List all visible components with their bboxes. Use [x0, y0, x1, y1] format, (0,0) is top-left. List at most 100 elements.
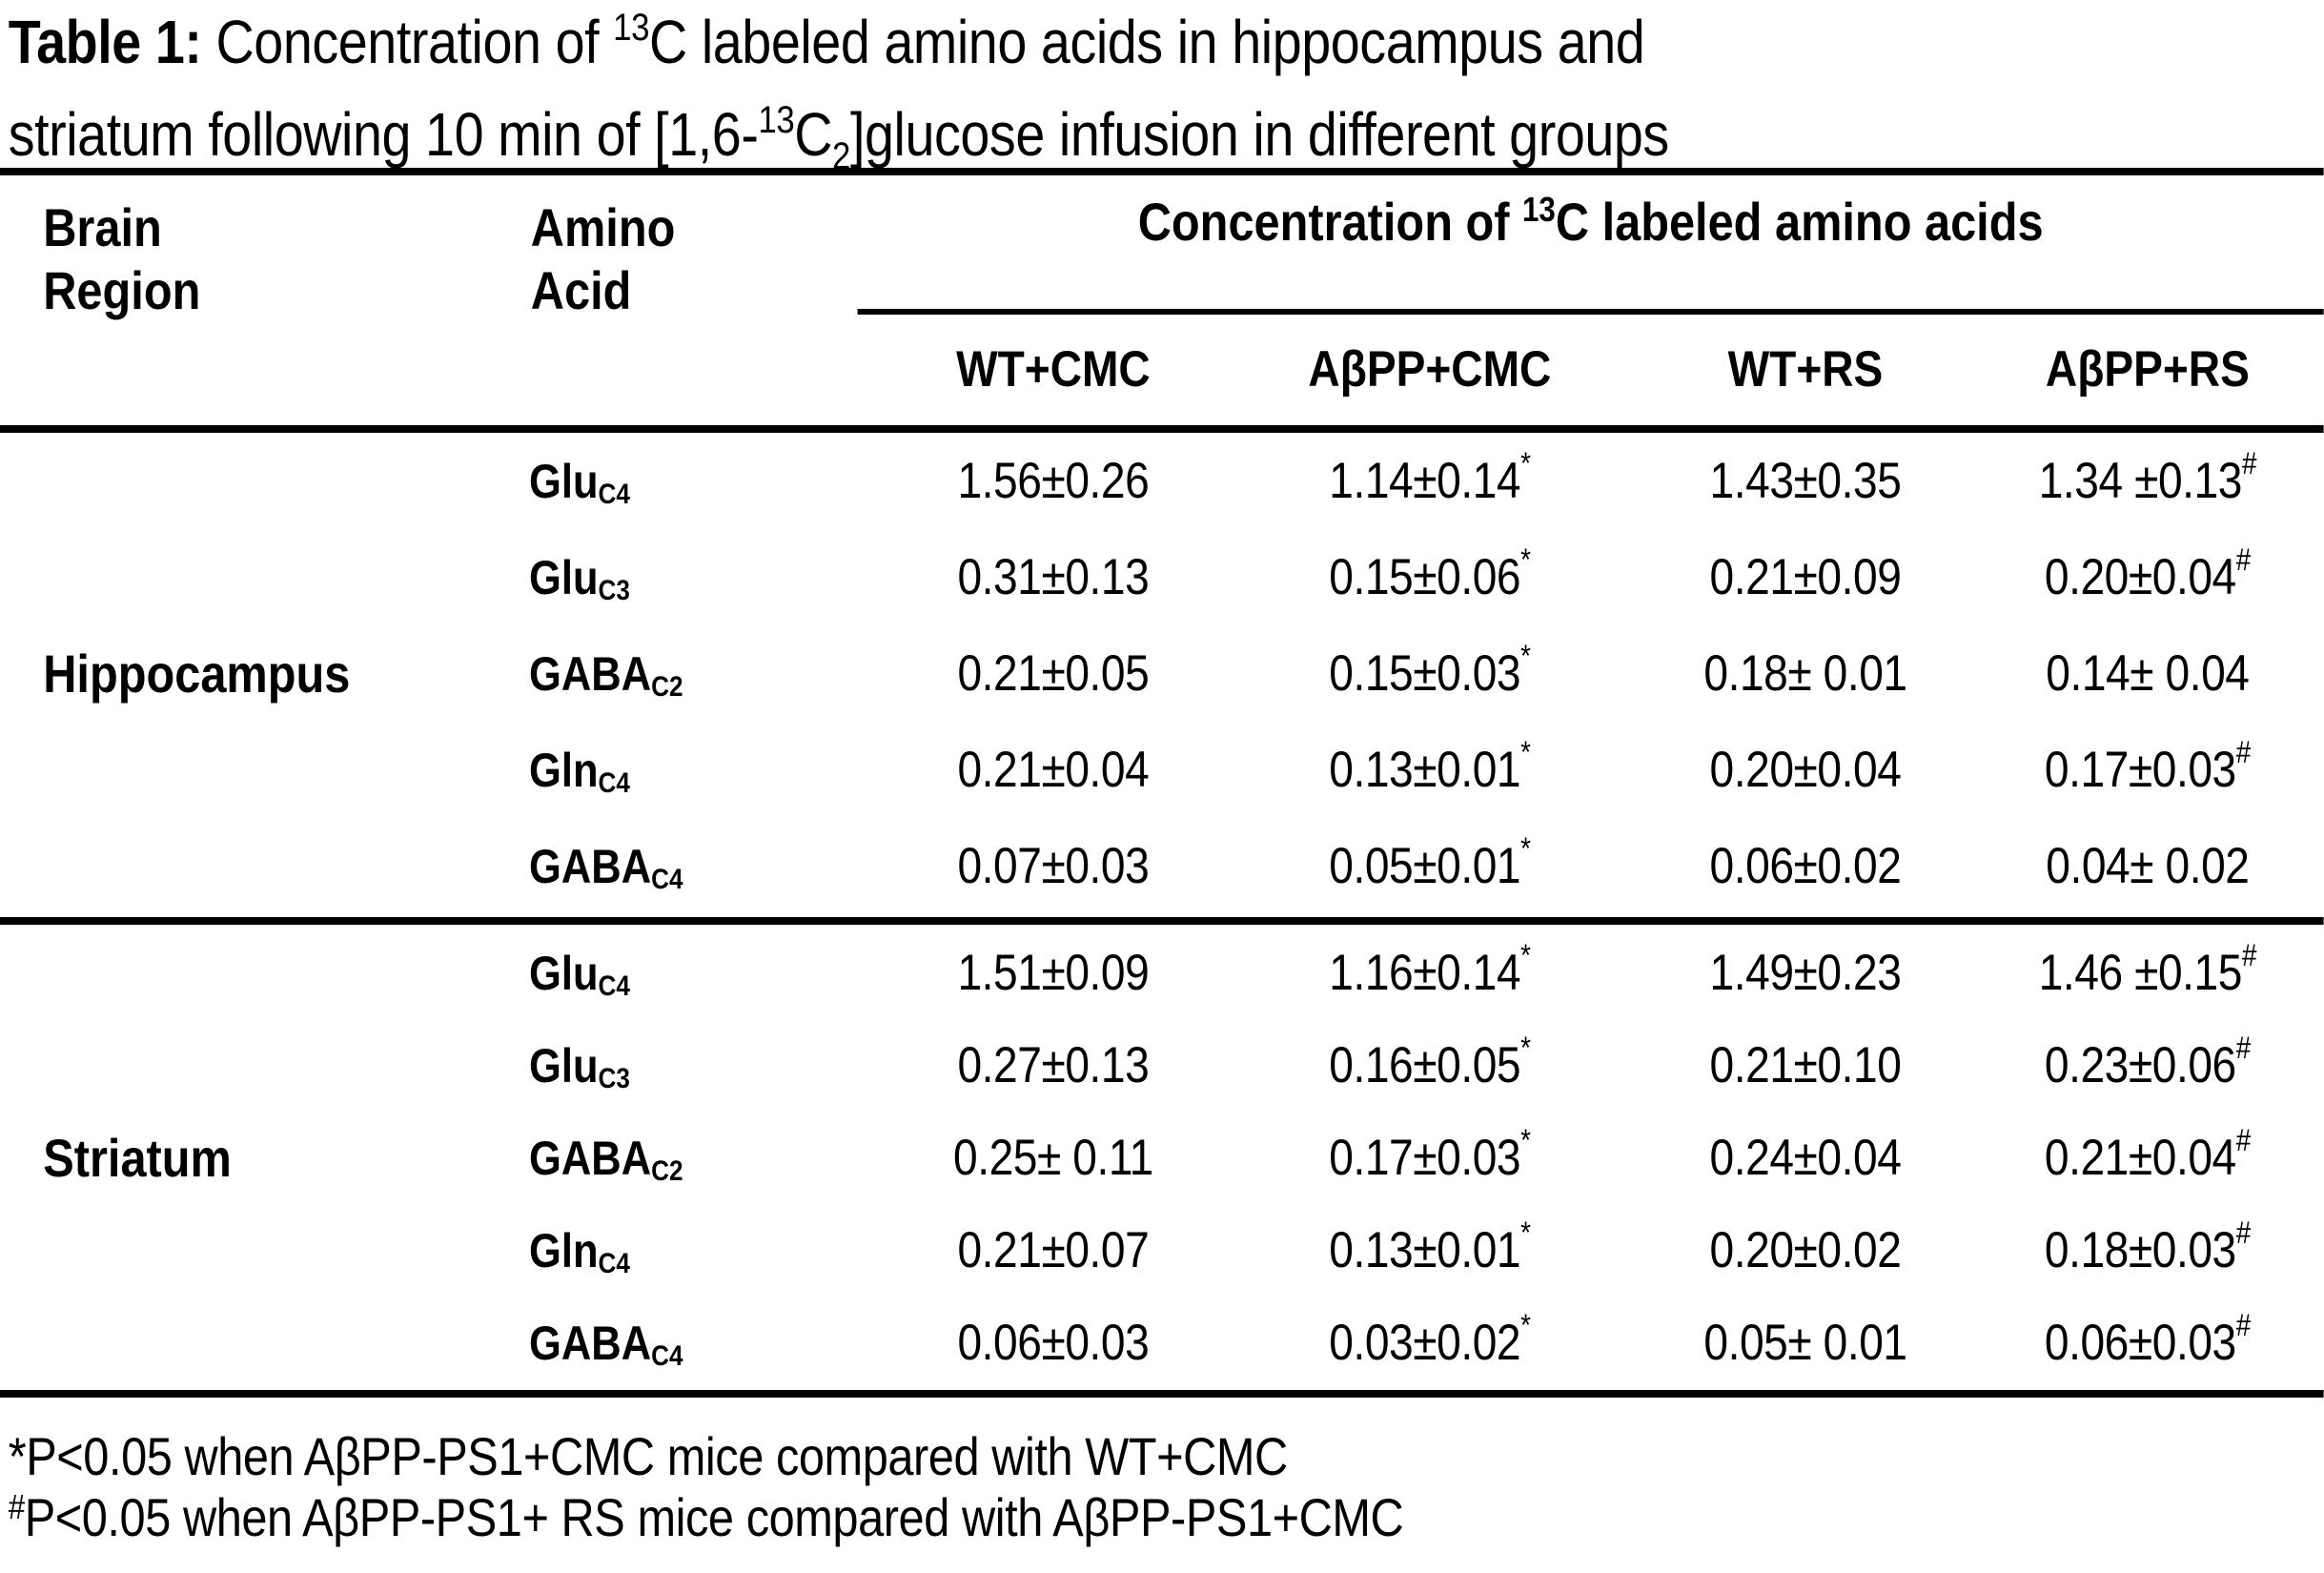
- table-title-text-5: ]glucose infusion in different groups: [849, 100, 1669, 169]
- value-cell: 0.17±0.03 #: [1971, 722, 2324, 818]
- significance-marker: *: [1520, 1216, 1531, 1250]
- value-text: 0.07±0.03: [957, 838, 1150, 894]
- value-cell: 0.04± 0.02: [1971, 818, 2324, 914]
- value-text: 1.49±0.23: [1709, 945, 1902, 1001]
- value-cell: 0.16±0.05 *: [1220, 1019, 1640, 1112]
- value-text: 0.13±0.01: [1329, 742, 1521, 798]
- table-title-text-4: C: [794, 100, 833, 169]
- significance-marker: *: [1520, 735, 1531, 769]
- amino-base: Glu: [529, 946, 599, 1000]
- value-text: 1.46 ±0.15: [2038, 945, 2243, 1001]
- value-text: 0.14± 0.04: [2046, 645, 2250, 702]
- value-text: 0.25± 0.11: [952, 1130, 1153, 1186]
- amino-acid-label: Glu C3: [496, 529, 887, 625]
- amino-subscript: C4: [598, 478, 630, 510]
- value-text: 0.05± 0.01: [1703, 1315, 1907, 1371]
- value-cell: 0.06±0.03 #: [1971, 1297, 2324, 1389]
- value-cell: 1.16±0.14 *: [1220, 927, 1640, 1019]
- significance-marker: #: [2235, 1123, 2251, 1157]
- isotope-superscript: 13: [613, 7, 650, 49]
- value-text: 1.16±0.14: [1329, 945, 1521, 1001]
- header-bottom-rule: [0, 425, 2324, 433]
- amino-base: GABA: [529, 1131, 652, 1185]
- amino-subscript: C2: [651, 670, 683, 703]
- region-label: Hippocampus: [43, 644, 351, 704]
- table-title-text-2: C labeled amino acids in hippocampus and: [649, 8, 1645, 76]
- value-cell: 0.05±0.01 *: [1220, 818, 1640, 914]
- value-text: 1.34 ±0.13: [2038, 453, 2243, 509]
- amino-base: Glu: [529, 1038, 599, 1093]
- value-text: 1.14±0.14: [1329, 453, 1521, 509]
- value-cell: 0.21±0.07: [887, 1204, 1220, 1297]
- amino-subscript: C3: [598, 1062, 630, 1094]
- amino-subscript: C4: [598, 970, 630, 1002]
- value-cell: 0.21±0.10: [1640, 1019, 1971, 1112]
- carbon-subscript: 2: [832, 135, 850, 177]
- value-text: 0.06±0.03: [957, 1315, 1150, 1371]
- value-cell: 0.20±0.04 #: [1971, 529, 2324, 625]
- value-cell: 0.03±0.02 *: [1220, 1297, 1640, 1389]
- value-cell: 0.21±0.05: [887, 625, 1220, 722]
- table-title-text-1: Concentration of: [201, 8, 614, 76]
- column-header-wt-rs: WT+RS: [1727, 340, 1884, 398]
- value-cell: 0.17±0.03 *: [1220, 1112, 1640, 1204]
- amino-subscript: C4: [598, 1247, 630, 1279]
- section-striatum: Striatum Glu C4 1.51±0.09 1.16±0.14 * 1.49…: [0, 927, 2324, 1389]
- value-text: 0.05±0.01: [1329, 838, 1521, 894]
- header-concentration: Concentration of 13C labeled amino acids: [858, 190, 2324, 253]
- header-brain-region: Brain Region: [43, 197, 201, 320]
- amino-subscript: C3: [598, 574, 630, 606]
- value-text: 0.31±0.13: [957, 549, 1150, 605]
- value-cell: 1.51±0.09: [887, 927, 1220, 1019]
- amino-acid-label: GABA C4: [496, 818, 887, 914]
- group-header-row: WT+CMC AβPP+CMC WT+RS AβPP+RS: [0, 336, 2324, 402]
- table-title: Table 1: Concentration of 13C labeled am…: [9, 0, 2314, 185]
- amino-acid-label: GABA C4: [496, 1297, 887, 1389]
- value-cell: 0.18±0.03 #: [1971, 1204, 2324, 1297]
- value-cell: 1.34 ±0.13 #: [1971, 433, 2324, 529]
- value-cell: 1.14±0.14 *: [1220, 433, 1640, 529]
- value-text: 0.21±0.04: [2044, 1130, 2236, 1186]
- amino-subscript: C4: [598, 766, 630, 799]
- significance-marker: *: [1520, 938, 1531, 972]
- significance-marker: #: [2235, 1308, 2251, 1342]
- value-cell: 0.06±0.03: [887, 1297, 1220, 1389]
- value-text: 0.20±0.04: [2044, 549, 2236, 605]
- significance-marker: #: [2235, 542, 2251, 577]
- value-text: 1.51±0.09: [957, 945, 1150, 1001]
- table-top-rule: [0, 168, 2324, 175]
- value-text: 0.13±0.01: [1329, 1222, 1521, 1278]
- value-cell: 0.18± 0.01: [1640, 625, 1971, 722]
- significance-marker: *: [1520, 639, 1531, 673]
- footnote-asterisk: *P<0.05 when AβPP-PS1+CMC mice compared …: [9, 1426, 1289, 1487]
- value-text: 0.06±0.02: [1709, 838, 1902, 894]
- amino-subscript: C4: [651, 1339, 683, 1372]
- amino-acid-label: Gln C4: [496, 722, 887, 818]
- value-text: 0.04± 0.02: [2046, 838, 2250, 894]
- value-cell: 0.31±0.13: [887, 529, 1220, 625]
- header-amino-acid: Amino Acid: [530, 197, 676, 320]
- value-text: 0.17±0.03: [2044, 742, 2236, 798]
- value-cell: 0.20±0.02: [1640, 1204, 1971, 1297]
- value-cell: 0.06±0.02: [1640, 818, 1971, 914]
- value-text: 0.15±0.03: [1329, 645, 1521, 702]
- footnote-text: P<0.05 when AβPP-PS1+ RS mice compared w…: [24, 1487, 1404, 1547]
- amino-acid-label: Gln C4: [496, 1204, 887, 1297]
- table-title-text-3: striatum following 10 min of [1,6-: [8, 100, 759, 169]
- amino-base: Glu: [529, 454, 599, 508]
- value-text: 0.16±0.05: [1329, 1037, 1521, 1093]
- value-text: 0.20±0.02: [1709, 1222, 1902, 1278]
- section-hippocampus: Hippocampus Glu C4 1.56±0.26 1.14±0.14 * 1…: [0, 433, 2324, 914]
- concentration-underline: [857, 309, 2324, 315]
- value-cell: 0.23±0.06 #: [1971, 1019, 2324, 1112]
- value-cell: 1.46 ±0.15 #: [1971, 927, 2324, 1019]
- table-title-number: Table 1:: [8, 8, 202, 76]
- column-header-wt-cmc: WT+CMC: [956, 340, 1151, 398]
- column-header-abpp-cmc: AβPP+CMC: [1308, 340, 1552, 398]
- value-text: 0.21±0.10: [1709, 1037, 1902, 1093]
- value-text: 1.56±0.26: [957, 453, 1150, 509]
- amino-acid-label: GABA C2: [496, 1112, 887, 1204]
- amino-acid-label: GABA C2: [496, 625, 887, 722]
- amino-acid-label: Glu C4: [496, 927, 887, 1019]
